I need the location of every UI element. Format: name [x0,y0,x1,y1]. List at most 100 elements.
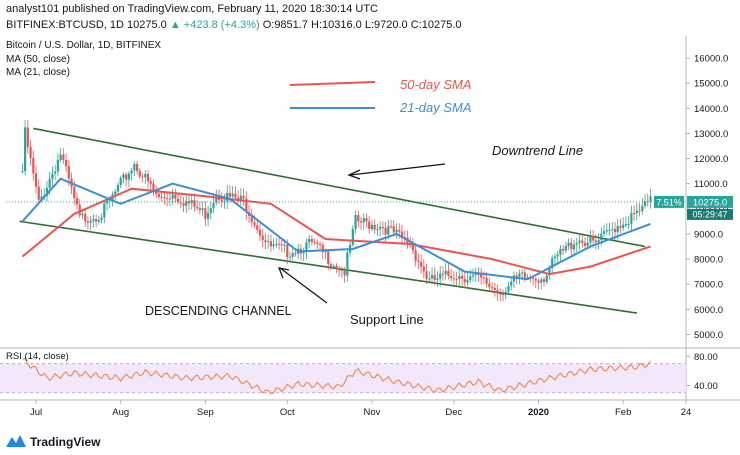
candle-body [460,275,464,279]
candle-body [114,191,117,195]
candle-body [198,208,201,210]
candle-body [630,212,633,224]
x-tick-label: Dec [445,407,462,418]
candle-body [581,240,584,243]
candle-body [310,239,313,242]
candle-body [346,252,349,276]
candle-body [288,256,292,258]
legend-label-sma50: 50-day SMA [400,77,472,92]
candle-body [212,202,215,209]
candle-body [493,287,496,290]
annotation-downtrend: Downtrend Line [492,143,583,158]
candle-body [616,225,619,233]
candle-body [526,276,529,278]
candle-body [223,201,226,203]
candle-body [62,154,65,161]
candle-body [81,213,84,216]
candle-body [611,228,614,230]
candle-body [313,241,316,243]
legend-swatch-sma50 [289,81,376,86]
candle-body [433,274,436,280]
candle-body [234,193,237,198]
x-tick-label: Sep [197,407,214,418]
x-tick-label: 24 [681,407,692,418]
tradingview-logo-icon [6,435,26,447]
y-tick-label: 9000.0 [694,229,723,240]
candle-body [597,240,600,243]
indicator-label: MA (21, close) [6,67,70,78]
downtrend-arrowhead [347,169,361,180]
y-tick-label: 16000.0 [694,54,728,65]
candle-body [305,242,308,252]
candle-body [294,253,297,255]
ohlc-open: O:9851.7 [262,19,308,31]
candle-body [602,231,606,234]
candle-body [253,222,256,226]
candle-body [556,254,559,257]
candle-body [277,243,281,245]
candle-body [570,242,573,250]
candle-body [540,279,543,283]
candle-body [586,242,589,246]
chart-header: analyst101 published on TradingView.com,… [0,0,740,36]
sma50-line [21,187,651,276]
candle-body [138,171,141,177]
candle-body [444,270,447,275]
candle-body [64,160,68,167]
ticker-label: BITFINEX:BTCUSD, 1D [6,19,124,31]
candle-body [646,201,649,203]
candle-body [357,215,360,222]
candle-body [507,285,510,292]
candle-body [531,277,535,280]
x-tick-label: Feb [615,407,631,418]
candle-body [308,239,311,243]
candle-body [204,208,207,219]
candle-body [45,187,49,196]
candle-body [575,243,578,245]
candle-body [351,228,354,245]
candle-body [84,213,87,222]
y-tick-label: 8000.0 [694,255,723,266]
annotation-support: Support Line [350,312,424,327]
candle-body [551,258,554,269]
candle-body [166,197,169,199]
candle-body [34,173,38,187]
candle-body [92,219,95,221]
candle-body [24,127,27,172]
candle-body [291,253,294,257]
candle-body [635,210,638,214]
candle-body [316,242,319,244]
candle-body [26,127,29,148]
candle-body [398,229,401,232]
candle-body [59,154,62,160]
candle-body [425,271,428,279]
legend-label-sma21: 21-day SMA [399,100,472,115]
candle-body [130,170,133,174]
candle-body [384,227,387,235]
candle-body [395,229,398,233]
candle-body [144,174,147,178]
candle-body [237,197,240,200]
candle-body [100,217,103,220]
candle-body [321,244,324,252]
candle-body [523,272,526,278]
countdown-label: 05:29:47 [692,209,727,219]
candle-body [185,201,188,206]
candle-body [105,200,109,204]
tradingview-brand: TradingView [30,435,101,449]
candle-body [302,251,305,254]
candle-body [572,244,576,250]
price-chart[interactable]: 16000.0 15000.0 14000.0 13000.0 12000.0 11000… [0,36,740,430]
y-tick-label: 15000.0 [694,79,728,90]
chart-title: Bitcoin / U.S. Dollar, 1D, BITFINEX [6,40,161,51]
candle-body [242,195,245,199]
candle-body [245,198,248,213]
y-tick-label: 11000.0 [694,179,728,190]
candle-body [638,210,641,212]
y-tick-label: 14000.0 [694,104,728,115]
candle-body [589,236,592,243]
candle-body [163,197,166,199]
downtrend-line [33,127,646,248]
candle-body [553,256,557,259]
candle-body [103,203,106,218]
